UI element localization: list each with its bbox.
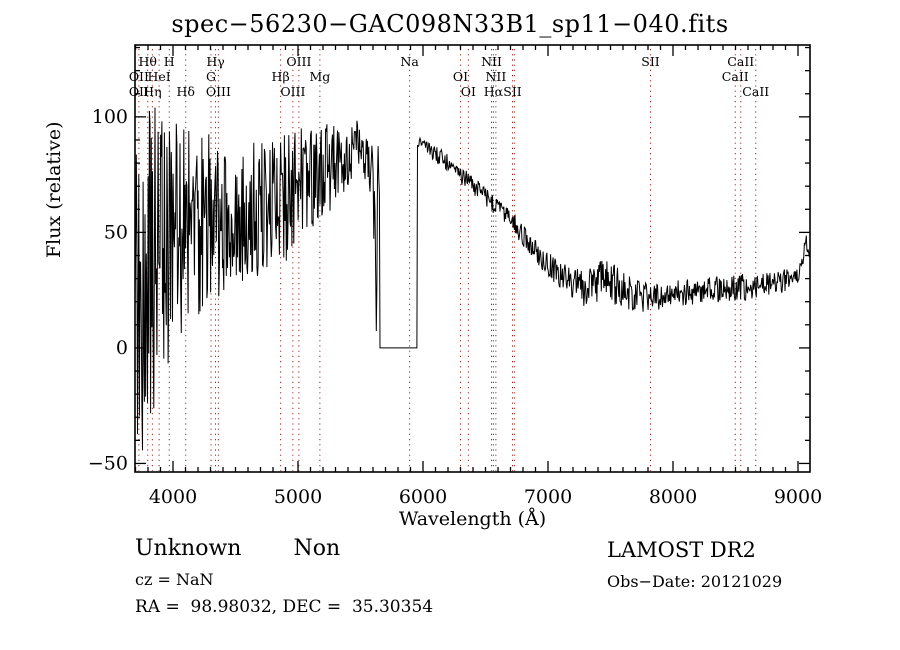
spectral-line-label: OIII — [206, 84, 231, 99]
spectral-line-label: G — [206, 69, 216, 84]
spectral-line-label: HeI — [148, 69, 171, 84]
spectral-line-label: Hγ — [206, 54, 224, 69]
spectral-line-label: OI — [453, 69, 468, 84]
x-tick-label: 8000 — [649, 486, 697, 508]
spectral-line-label: OII — [129, 69, 149, 84]
footer-left: Unknown Non cz = NaN RA = 98.98032, DEC =… — [135, 536, 433, 617]
x-tick-label: 4000 — [149, 486, 197, 508]
spectral-line-label: CaII — [727, 54, 754, 69]
spectral-line-label: Hη — [143, 84, 161, 99]
spectral-line-label: Hδ — [177, 84, 195, 99]
spectral-line-label: H — [164, 54, 175, 69]
spectral-line-label: Hβ — [272, 69, 290, 84]
spectral-line-label: CaII — [742, 84, 769, 99]
spectral-line-label: Mg — [309, 69, 330, 84]
subclass-value: Non — [293, 536, 341, 561]
cz-value: cz = NaN — [135, 570, 214, 589]
spectral-line-label: SII — [641, 54, 660, 69]
x-tick-label: 6000 — [399, 486, 447, 508]
classification-line: Unknown Non — [135, 536, 433, 561]
footer-right: LAMOST DR2 Obs−Date: 20121029 — [607, 538, 782, 591]
class-value: Unknown — [135, 536, 242, 561]
obs-date-value: Obs−Date: 20121029 — [607, 572, 783, 591]
spectral-line-label: OI — [461, 84, 476, 99]
spectral-line-label: NII — [481, 54, 502, 69]
x-tick-label: 5000 — [274, 486, 322, 508]
spectral-line-label: Hα — [484, 84, 504, 99]
y-tick-label: 100 — [92, 106, 128, 128]
y-tick-label: −50 — [88, 452, 128, 474]
spectral-line-label: OII — [129, 84, 149, 99]
spectral-line-label: Hθ — [139, 54, 157, 69]
ra-dec-value: RA = 98.98032, DEC = 35.30354 — [135, 597, 434, 617]
spectral-line-label: NII — [485, 69, 506, 84]
spectral-line-label: OIII — [280, 84, 305, 99]
y-tick-label: 0 — [116, 337, 128, 359]
spectral-line-label: SII — [503, 84, 522, 99]
x-tick-label: 7000 — [524, 486, 572, 508]
x-axis-label: Wavelength (Å) — [398, 508, 547, 530]
y-tick-label: 50 — [104, 221, 128, 243]
spectral-line-label: OIII — [286, 54, 311, 69]
plot-title: spec−56230−GAC098N33B1_sp11−040.fits — [171, 10, 729, 38]
spectral-line-label: CaII — [722, 69, 749, 84]
survey-name: LAMOST DR2 — [607, 538, 756, 562]
spectral-line-label: Na — [400, 54, 419, 69]
y-axis-label: Flux (relative) — [43, 121, 65, 259]
spectrum-trace — [134, 107, 811, 451]
x-tick-label: 9000 — [774, 486, 822, 508]
